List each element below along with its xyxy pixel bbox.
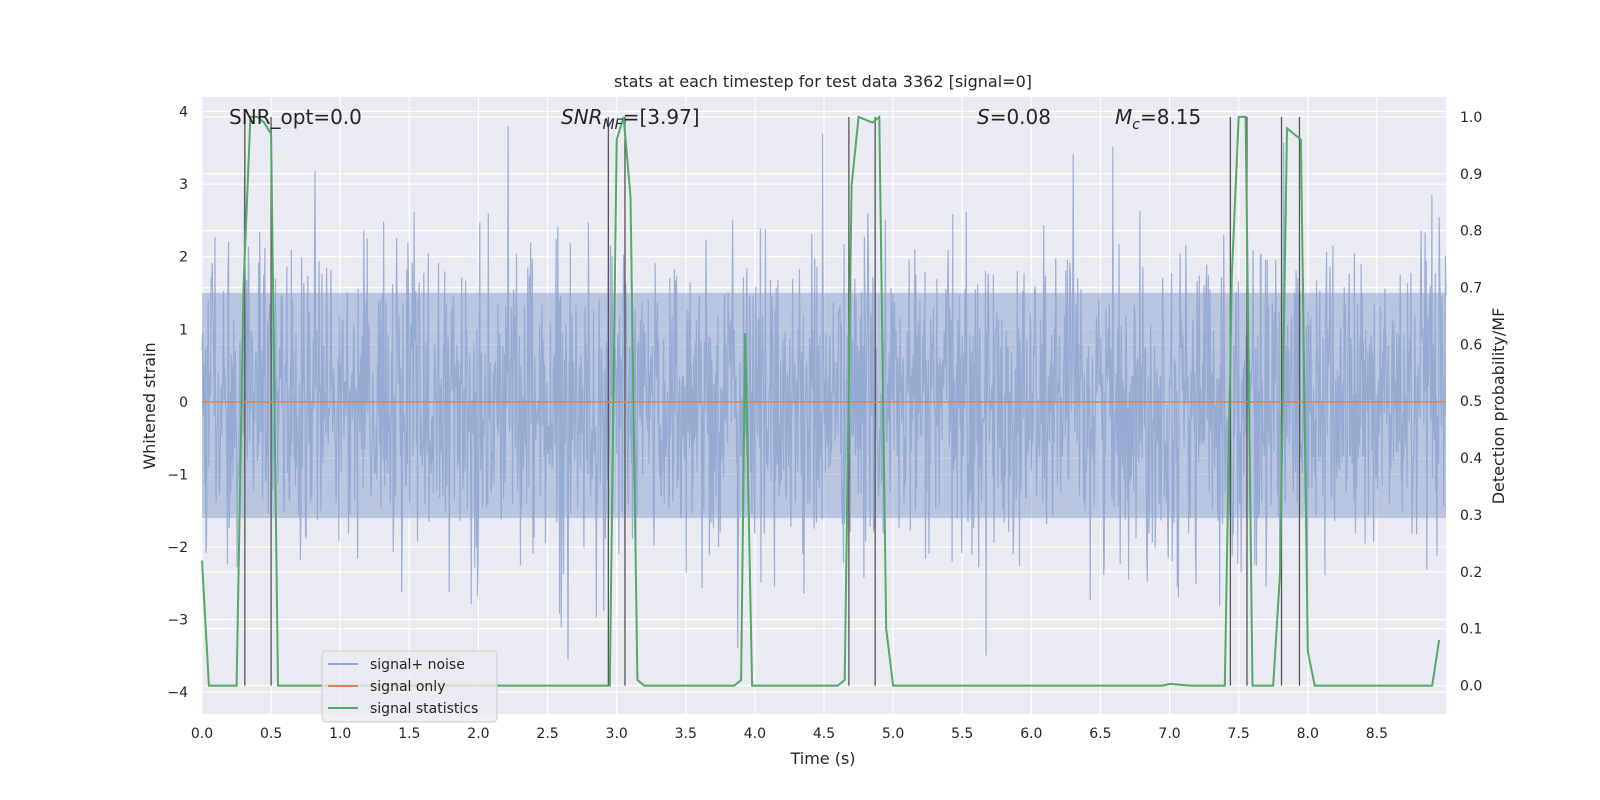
x-tick-label: 3.0 [606,726,628,742]
y-left-tick-label: −3 [167,613,188,629]
x-tick-label: 7.5 [1228,726,1250,742]
y-right-tick-label: 0.8 [1460,224,1482,240]
y-right-tick-label: 0.2 [1460,565,1482,581]
y-right-tick-label: 0.7 [1460,281,1482,297]
y-right-tick-label: 0.3 [1460,508,1482,524]
annotation-mc-sub: c [1132,117,1140,133]
legend-box [321,650,498,723]
y-left-tick-label: 1 [179,322,188,338]
annotation-mc-main: M [1115,105,1132,129]
x-tick-label: 3.5 [675,726,697,742]
series-signal-plus-noise [201,125,1447,660]
y-right-tick-label: 0.1 [1460,622,1482,638]
x-tick-label: 6.0 [1020,726,1042,742]
x-tick-label: 0.0 [191,726,213,742]
annotation-snr-mf-sub: MF [603,117,624,133]
y-right-tick-label: 0.5 [1460,394,1482,410]
y-left-tick-label: −2 [167,540,188,556]
y-axis-right-label: Detection probability/MF [1489,308,1508,505]
annotation-snr-mf-value: =[3.97] [623,105,700,129]
legend-label-signal-statistics: signal statistics [370,701,478,717]
y-right-tick-label: 0.9 [1460,167,1482,183]
x-tick-label: 8.5 [1366,726,1388,742]
legend: signal+ noise signal only signal statist… [321,650,498,723]
x-tick-label: 8.0 [1297,726,1319,742]
annotation-snr-opt: SNR_opt=0.0 [229,105,362,129]
x-tick-label: 7.0 [1158,726,1180,742]
x-tick-label: 2.0 [467,726,489,742]
x-tick-label: 4.0 [744,726,766,742]
x-axis-ticks: 0.0 0.5 1.0 1.5 2.0 2.5 3.0 3.5 4.0 4.5 5.0 5.5 6.0 6… [191,726,1388,742]
legend-label-signal-plus-noise: signal+ noise [370,657,465,673]
x-tick-label: 5.0 [882,726,904,742]
x-axis-label: Time (s) [789,749,855,768]
y-right-tick-label: 0.4 [1460,451,1482,467]
annotation-snr-mf: SNRMF=[3.97] [561,105,700,133]
y-right-tick-label: 1.0 [1460,110,1482,126]
x-tick-label: 0.5 [260,726,282,742]
y-left-tick-label: −4 [167,685,188,701]
y-axis-left-label: Whitened strain [140,342,159,469]
noise-core-band [202,292,1446,519]
x-tick-label: 6.5 [1089,726,1111,742]
y-left-tick-label: 4 [179,105,188,121]
legend-label-signal-only: signal only [370,679,445,695]
annotation-s-main: S [977,105,990,129]
y-left-tick-label: 0 [179,395,188,411]
x-tick-label: 2.5 [536,726,558,742]
annotation-s-value: =0.08 [990,105,1051,129]
x-tick-label: 1.0 [329,726,351,742]
x-tick-label: 4.5 [813,726,835,742]
y-axis-left-ticks: −4 −3 −2 −1 0 1 2 3 4 [167,105,188,702]
y-right-tick-label: 0.6 [1460,337,1482,353]
series-signal-statistics [201,114,1441,687]
annotation-mc-value: =8.15 [1140,105,1201,129]
x-tick-label: 1.5 [398,726,420,742]
x-tick-label: 5.5 [951,726,973,742]
y-left-tick-label: 2 [179,250,188,266]
annotation-s: S=0.08 [977,105,1051,129]
annotation-mc: Mc=8.15 [1115,105,1201,133]
annotation-snr-mf-main: SNR [561,105,603,129]
chart-title: stats at each timestep for test data 336… [614,72,1032,91]
y-right-tick-label: 0.0 [1460,679,1482,695]
y-left-tick-label: 3 [179,177,188,193]
y-axis-right-ticks: 0.0 0.1 0.2 0.3 0.4 0.5 0.6 0.7 0.8 0.9 1.0 [1460,110,1482,695]
y-left-tick-label: −1 [167,467,188,483]
